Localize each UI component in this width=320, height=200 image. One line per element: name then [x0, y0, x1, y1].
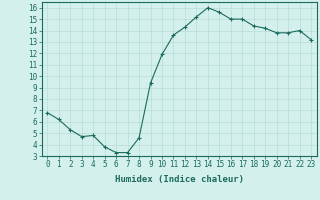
- X-axis label: Humidex (Indice chaleur): Humidex (Indice chaleur): [115, 175, 244, 184]
